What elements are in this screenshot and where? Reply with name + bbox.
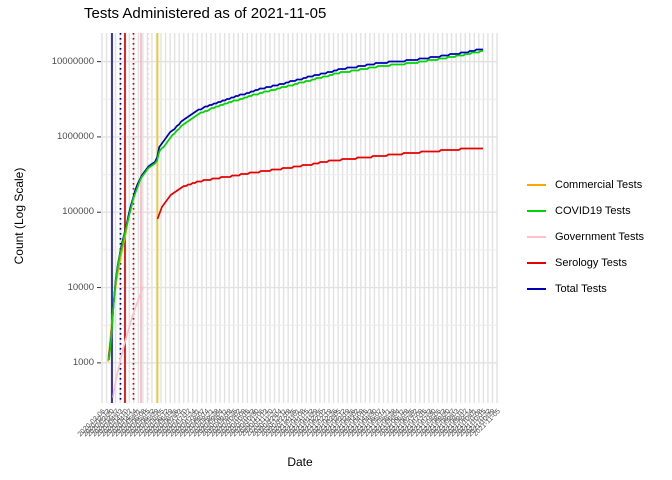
legend: Commercial Tests COVID19 Tests Government … — [527, 172, 644, 302]
series-covid19-tests-line — [108, 50, 483, 361]
y-tick-label: 1000000 — [57, 130, 94, 142]
series-serology-tests-line — [156, 147, 483, 220]
legend-item: COVID19 Tests — [527, 198, 644, 224]
legend-label: Total Tests — [555, 283, 607, 295]
series-government-tests-line — [112, 286, 144, 398]
y-tick-label: 10000 — [67, 281, 94, 293]
legend-item: Serology Tests — [527, 250, 644, 276]
legend-key-line — [527, 262, 546, 264]
plot-title: Tests Administered as of 2021-11-05 — [84, 5, 327, 22]
y-tick-label: 100000 — [62, 206, 94, 218]
legend-label: Serology Tests — [555, 257, 627, 269]
legend-key-line — [527, 288, 546, 290]
y-tick-label: 1000 — [72, 356, 94, 368]
legend-label: Commercial Tests — [555, 179, 643, 191]
legend-label: Government Tests — [555, 231, 645, 243]
y-axis-title: Count (Log Scale) — [12, 167, 26, 265]
y-tick-label: 10000000 — [51, 55, 94, 67]
legend-label: COVID19 Tests — [555, 205, 631, 217]
legend-key-line — [527, 184, 546, 186]
series-total-tests-line — [108, 48, 483, 358]
legend-key-line — [527, 210, 546, 212]
legend-key-line — [527, 236, 546, 238]
legend-item: Commercial Tests — [527, 172, 644, 198]
legend-item: Total Tests — [527, 276, 644, 302]
legend-item: Government Tests — [527, 224, 644, 250]
x-axis-title: Date — [287, 455, 313, 469]
